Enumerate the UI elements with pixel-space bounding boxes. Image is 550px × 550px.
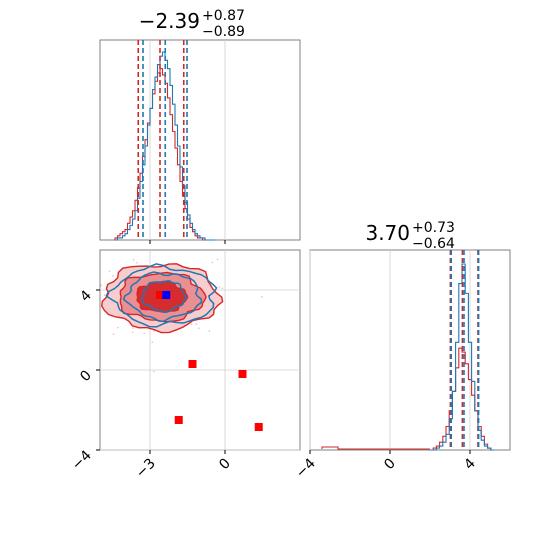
joint-scatter-dot <box>151 341 154 344</box>
hist-param2-blue-step <box>430 263 494 451</box>
joint-blue-contour <box>105 263 218 328</box>
joint-scatter-dot <box>131 331 134 333</box>
joint-scatter-dot <box>261 295 263 298</box>
hist-param2-quantiles <box>449 250 480 450</box>
param2-title-minus: −0.64 <box>412 236 455 252</box>
joint-red-marker <box>174 416 183 424</box>
param1-title-value: −2.39 <box>139 9 200 33</box>
joint-red-marker <box>188 360 197 368</box>
joint-scatter-dot <box>136 261 138 264</box>
joint-y-ticks <box>96 289 100 451</box>
joint-scatter-dot <box>216 258 219 261</box>
hist-param1-grid <box>149 40 226 240</box>
joint-scatter-dot <box>116 326 119 329</box>
joint-scatter-dot <box>132 258 135 261</box>
joint-scatter-dot <box>112 333 115 335</box>
param2-title-plus: +0.73 <box>412 220 455 236</box>
hist-param2-x-tick-label: 0 <box>381 456 399 474</box>
joint-y-tick-labels: −4 0 4 <box>69 287 95 473</box>
joint-scatter-dot <box>112 275 114 277</box>
joint-scatter-dot <box>211 261 214 264</box>
joint-scatter-dot <box>198 327 200 330</box>
hist-param1-ticks <box>149 240 226 244</box>
joint-blue-contours <box>105 263 218 328</box>
joint-scatter-dot <box>195 323 198 325</box>
joint-scatter-dot <box>218 286 221 288</box>
joint-scatter-dot <box>221 287 224 289</box>
joint-scatter-dot <box>108 270 111 273</box>
joint-panel: −3 0 −4 0 4 <box>69 249 301 482</box>
joint-x-tick-label: −3 <box>133 456 159 482</box>
joint-markers <box>156 291 263 431</box>
hist-param1-frame <box>99 39 301 241</box>
hist-param2-panel: −4 0 4 3.70 +0.73 −0.64 <box>293 220 511 481</box>
hist-param2-grid <box>309 250 471 450</box>
param1-title-plus: +0.87 <box>202 8 245 24</box>
param1-title-minus: −0.89 <box>202 24 245 40</box>
joint-scatter-dot <box>153 370 155 373</box>
joint-blue-contour <box>122 271 203 323</box>
joint-y-tick-label: 4 <box>77 287 95 305</box>
joint-scatter-dot <box>208 330 211 332</box>
param2-title-value: 3.70 <box>365 221 410 245</box>
joint-y-tick-label: −4 <box>69 447 95 473</box>
joint-scatter-dot <box>132 327 134 329</box>
hist-param2-x-tick-label: 4 <box>461 455 479 473</box>
joint-x-tick-label: 0 <box>216 456 234 474</box>
hist-param2-frame <box>309 249 511 451</box>
hist-param2-red-tail <box>321 446 430 450</box>
joint-scatter-dot <box>100 284 103 287</box>
hist-param2-ticks <box>309 450 471 454</box>
joint-red-marker <box>238 370 247 378</box>
joint-x-ticks <box>149 450 226 454</box>
joint-scatter-dot <box>190 323 193 326</box>
hist-param2-x-tick-label: −4 <box>293 455 319 481</box>
joint-red-marker <box>156 291 164 299</box>
joint-blue-contour <box>141 280 188 313</box>
joint-blue-marker <box>162 291 171 299</box>
joint-y-tick-label: 0 <box>77 368 95 386</box>
hist-param2-x-tick-labels: −4 0 4 <box>293 455 479 481</box>
hist-param1-steps <box>114 51 215 241</box>
hist-param1-quantiles <box>137 40 188 240</box>
joint-red-marker <box>254 423 263 431</box>
joint-scatter-dot <box>103 294 106 296</box>
joint-scatter-dot <box>143 332 145 335</box>
hist-param1-panel: −2.39 +0.87 −0.89 <box>99 8 301 244</box>
joint-x-tick-labels: −3 0 <box>133 456 234 482</box>
hist-param1-blue-step <box>115 51 215 241</box>
